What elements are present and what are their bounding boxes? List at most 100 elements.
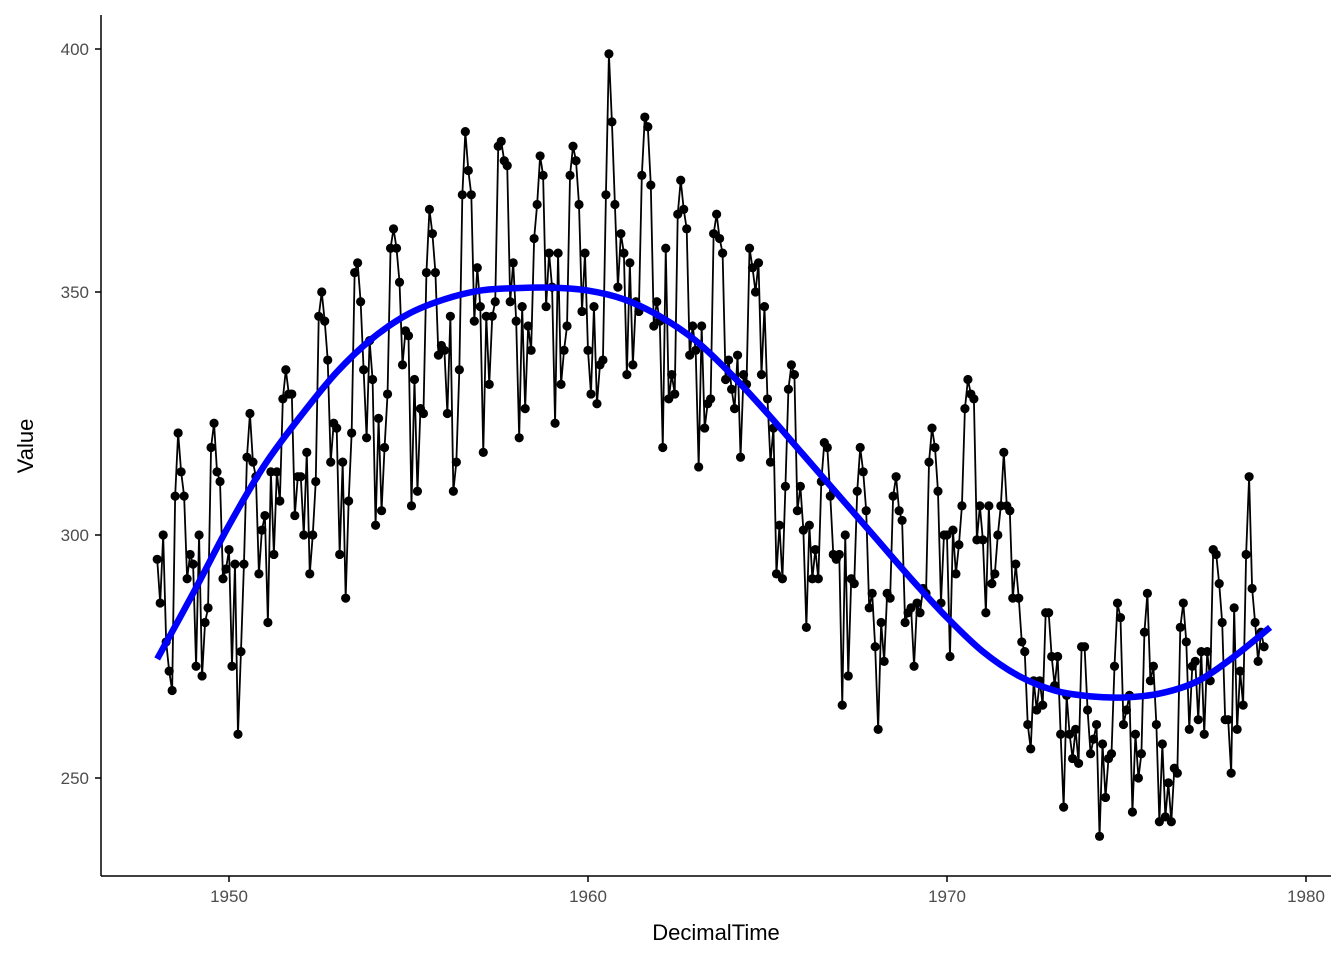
data-point xyxy=(317,287,327,297)
data-point xyxy=(915,608,925,618)
data-point xyxy=(556,379,566,389)
data-point xyxy=(735,452,746,462)
data-point xyxy=(152,554,162,564)
data-point xyxy=(520,404,530,414)
data-point xyxy=(628,360,638,370)
data-point xyxy=(876,617,886,628)
data-point xyxy=(897,515,907,526)
data-point xyxy=(676,175,686,185)
data-point xyxy=(1244,472,1254,482)
data-point xyxy=(723,355,734,365)
data-point xyxy=(810,544,820,555)
data-point xyxy=(236,647,246,657)
data-point xyxy=(167,685,177,696)
data-point xyxy=(224,544,234,555)
data-point xyxy=(912,598,922,608)
data-point xyxy=(332,423,342,433)
smooth-fit xyxy=(154,284,1273,701)
data-point xyxy=(762,394,773,404)
data-point xyxy=(849,579,859,589)
data-point xyxy=(1044,608,1054,618)
data-point xyxy=(200,617,210,628)
data-point xyxy=(610,199,620,210)
data-point xyxy=(1038,700,1048,710)
data-point xyxy=(580,248,590,258)
data-point xyxy=(1011,559,1021,569)
data-point xyxy=(382,389,393,399)
data-point xyxy=(574,199,584,210)
data-point xyxy=(523,321,533,331)
data-point xyxy=(173,428,183,438)
data-point xyxy=(257,525,267,535)
data-point xyxy=(786,360,797,370)
data-point xyxy=(155,598,165,608)
data-point xyxy=(568,141,578,151)
data-point xyxy=(792,506,802,516)
data-point xyxy=(379,442,390,453)
data-point xyxy=(541,301,551,312)
data-point xyxy=(403,331,414,341)
data-point xyxy=(813,574,823,584)
data-point xyxy=(622,370,632,380)
data-point xyxy=(350,267,360,278)
data-point xyxy=(311,476,321,487)
data-point xyxy=(1085,749,1096,759)
data-point xyxy=(661,243,671,253)
data-point xyxy=(439,345,449,355)
data-point xyxy=(682,224,692,234)
data-point xyxy=(933,486,943,496)
data-point xyxy=(1166,817,1176,827)
data-point xyxy=(840,530,850,540)
x-tick-label: 1950 xyxy=(210,887,248,906)
data-point xyxy=(726,384,737,394)
data-point xyxy=(954,540,964,550)
data-point xyxy=(1026,744,1036,754)
data-point xyxy=(774,520,785,530)
data-point xyxy=(367,374,378,385)
data-point xyxy=(1014,593,1024,603)
data-point xyxy=(308,530,318,540)
data-point xyxy=(532,199,542,210)
data-point xyxy=(323,355,333,365)
data-point xyxy=(290,510,300,521)
data-point xyxy=(469,316,479,326)
data-point xyxy=(1211,549,1221,560)
data-point xyxy=(248,457,258,467)
data-point xyxy=(885,593,895,603)
data-point xyxy=(406,501,417,511)
data-point xyxy=(1163,778,1173,788)
series-line xyxy=(156,53,1265,837)
data-point xyxy=(729,404,740,414)
data-point xyxy=(457,190,467,200)
data-point xyxy=(688,321,698,331)
data-point xyxy=(981,608,991,618)
data-point xyxy=(765,457,776,467)
data-point xyxy=(1071,724,1081,735)
data-point xyxy=(487,311,497,321)
data-point xyxy=(299,530,309,540)
data-point xyxy=(855,442,865,453)
data-point xyxy=(1088,734,1099,744)
data-point xyxy=(619,248,629,258)
data-point xyxy=(577,306,587,317)
data-point xyxy=(957,501,967,511)
data-point xyxy=(637,170,647,180)
data-point xyxy=(930,442,940,453)
x-tick-label: 1960 xyxy=(569,887,607,906)
data-point xyxy=(720,374,731,385)
data-point xyxy=(753,258,764,268)
data-point xyxy=(1097,739,1108,749)
data-point xyxy=(203,603,213,613)
data-point xyxy=(538,170,548,180)
y-tick-label: 250 xyxy=(61,769,89,788)
data-point xyxy=(1199,729,1209,739)
data-point xyxy=(335,549,345,560)
data-point xyxy=(212,467,222,477)
data-point xyxy=(391,243,402,253)
data-point xyxy=(1157,739,1167,749)
data-point xyxy=(442,408,452,419)
data-point xyxy=(852,486,862,496)
data-point xyxy=(496,136,506,146)
data-point xyxy=(1121,705,1132,715)
